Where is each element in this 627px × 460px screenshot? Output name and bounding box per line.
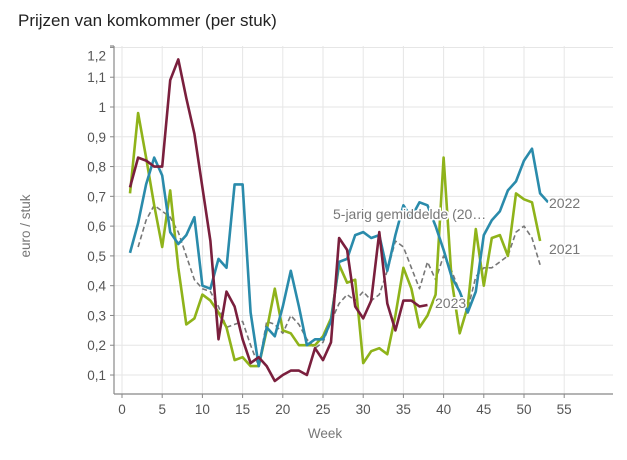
series-label: 2021 <box>549 241 580 257</box>
x-tick-label: 35 <box>396 402 411 417</box>
y-tick-label: 0,5 <box>87 249 106 264</box>
series-label: 5-jarig gemiddelde (20… <box>333 206 486 222</box>
series-line-5-jarig-gemiddelde-20- <box>137 204 541 367</box>
series-line-2021 <box>128 111 542 368</box>
y-tick-label: 0,3 <box>87 308 106 323</box>
axes <box>110 45 613 398</box>
x-tick-label: 30 <box>356 402 371 417</box>
x-tick-label: 25 <box>315 402 330 417</box>
y-tick-label: 0,1 <box>87 368 106 383</box>
x-tick-label: 0 <box>118 402 126 417</box>
x-tick-label: 15 <box>235 402 250 417</box>
y-tick-label: 1,1 <box>87 70 106 85</box>
y-tick-label: 1,2 <box>87 48 106 63</box>
series-labels: 5-jarig gemiddelde (20… 2021 2022 2023 <box>332 194 582 313</box>
series-line-2023 <box>128 58 428 383</box>
y-tick-label: 0,7 <box>87 189 106 204</box>
y-tick-label: 1 <box>98 100 106 115</box>
x-axis-label: Week <box>308 426 343 441</box>
y-tick-label: 0,8 <box>87 160 106 175</box>
series-line-2022 <box>128 147 550 368</box>
y-axis-label: euro / stuk <box>18 194 33 257</box>
tick-labels: 0 5 10 15 20 25 30 35 40 45 50 55 0,1 0,2 0,3 0,4 0,5 0,6… <box>87 48 571 417</box>
chart-title: Prijzen van komkommer (per stuk) <box>18 11 277 30</box>
y-tick-label: 0,9 <box>87 130 106 145</box>
x-tick-label: 55 <box>557 402 572 417</box>
x-tick-label: 20 <box>275 402 290 417</box>
gridlines <box>114 46 613 394</box>
y-tick-label: 0,4 <box>87 279 106 294</box>
y-tick-label: 0,2 <box>87 338 106 353</box>
x-tick-label: 45 <box>476 402 491 417</box>
y-tick-label: 0,6 <box>87 219 106 234</box>
series-lines <box>128 58 550 383</box>
x-tick-label: 10 <box>195 402 210 417</box>
x-tick-label: 50 <box>516 402 531 417</box>
x-tick-label: 40 <box>436 402 451 417</box>
series-label: 2023 <box>435 295 466 311</box>
series-label: 2022 <box>549 195 580 211</box>
x-tick-label: 5 <box>158 402 166 417</box>
